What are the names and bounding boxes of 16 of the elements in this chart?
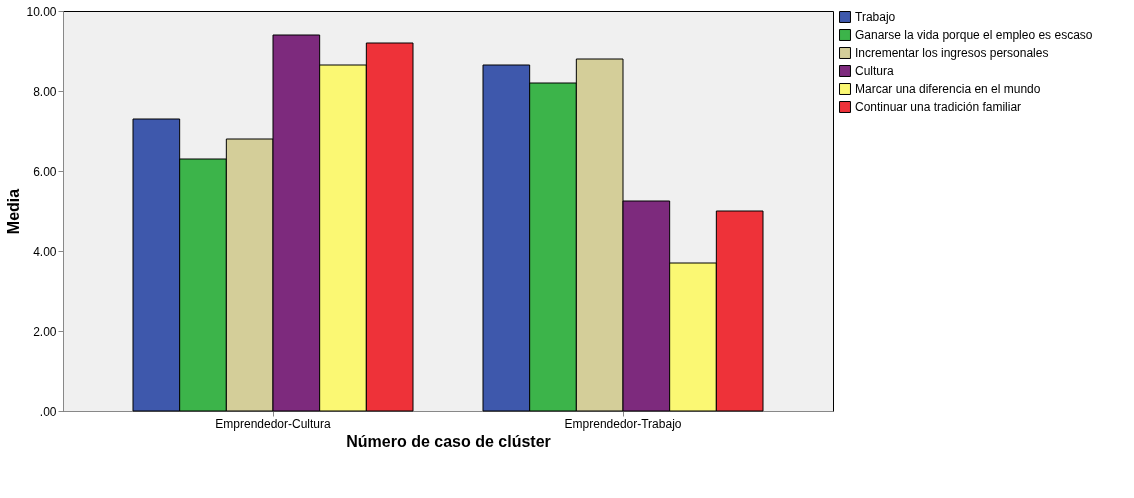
y-tick-label: 4.00 (33, 244, 57, 259)
y-axis-title: Media (5, 188, 23, 235)
x-tick-label: Emprendedor-Trabajo (564, 416, 682, 431)
y-tick-label: 6.00 (33, 164, 57, 179)
y-tick-label: 8.00 (33, 84, 57, 99)
legend-label: Marcar una diferencia en el mundo (855, 82, 1041, 96)
legend-label: Continuar una tradición familiar (855, 100, 1022, 114)
legend-label: Incrementar los ingresos personales (855, 46, 1049, 60)
legend-label: Cultura (855, 64, 895, 78)
legend-label: Trabajo (855, 10, 896, 24)
y-tick-label: .00 (39, 404, 57, 419)
y-tick-label: 2.00 (33, 324, 57, 339)
x-tick-label: Emprendedor-Cultura (215, 416, 332, 431)
legend-label: Ganarse la vida porque el empleo es escaso (855, 28, 1093, 42)
x-axis-title: Número de caso de clúster (346, 432, 551, 450)
y-tick-label: 10.00 (26, 4, 57, 19)
